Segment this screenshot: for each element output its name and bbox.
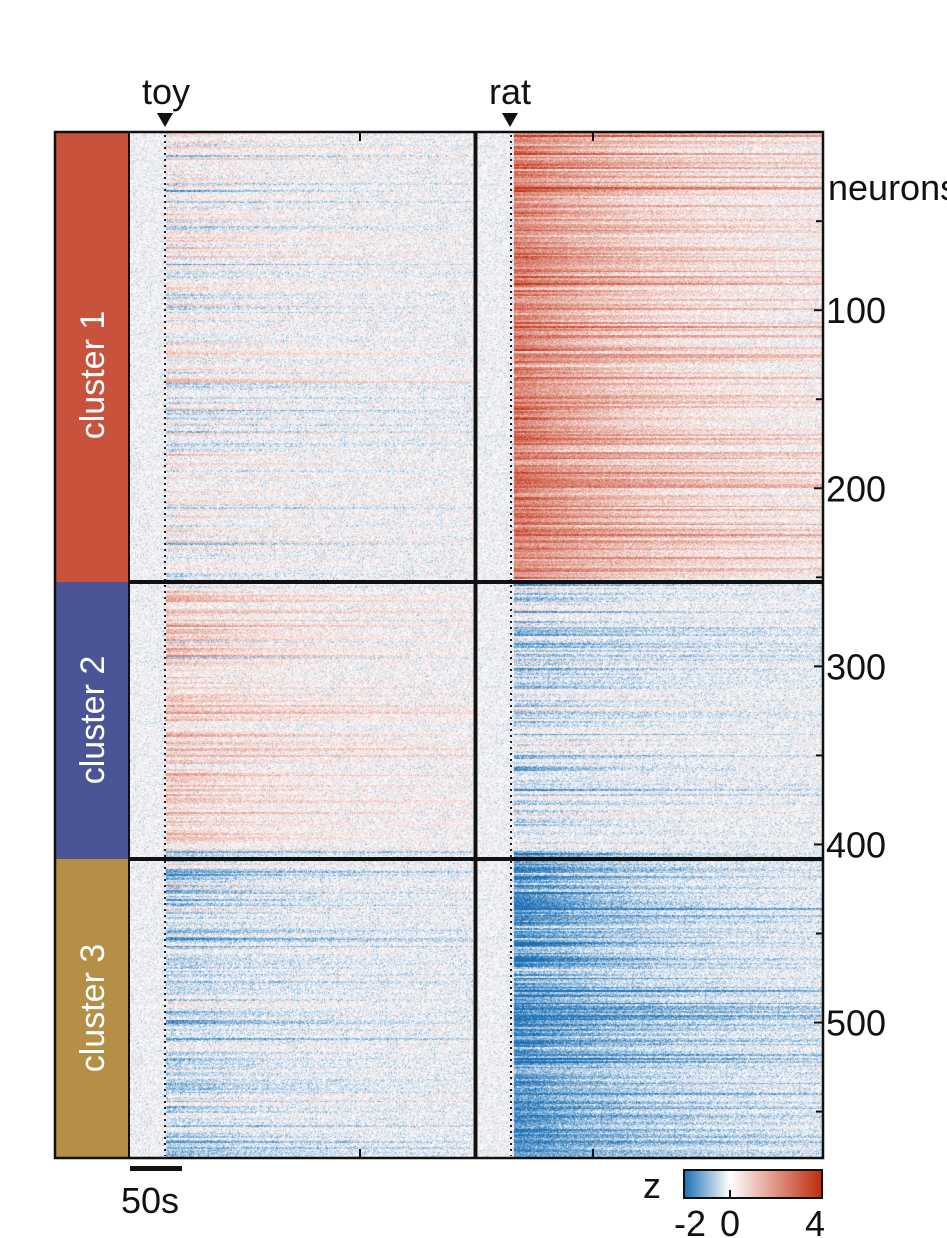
colorbar-tick-label-min: -2 [674,1203,706,1238]
y-tick-label: 400 [826,824,886,865]
rat-onset-marker [502,113,518,127]
cluster-1-label: cluster 1 [74,311,112,440]
y-tick-label: 100 [826,290,886,331]
y-tick-label: 500 [826,1003,886,1044]
stimulus-label-toy: toy [142,71,190,112]
y-tick-label: 200 [826,468,886,509]
colorbar-tick-label-zero: 0 [720,1203,740,1238]
y-axis-title: neurons [828,167,947,208]
colorbar-tick-label-max: 4 [805,1203,825,1238]
heatmap-rat [478,133,822,1157]
scale-bar [130,1166,182,1171]
cluster-1-bar [56,133,128,582]
colorbar-label: z [643,1165,661,1206]
colorbar [683,1169,823,1199]
toy-onset-marker [157,113,173,127]
outer-frame [53,130,825,1160]
stimulus-label-rat: rat [489,71,531,112]
cluster-2-bar [56,582,128,859]
heatmap-toy [130,133,473,1157]
heatmap-toy-container [130,133,473,1157]
cluster-2-label: cluster 2 [74,656,112,785]
cluster-3-label: cluster 3 [74,944,112,1073]
scale-bar-label: 50s [121,1180,179,1221]
cluster-3-bar [56,859,128,1157]
y-axis: 100 200 300 400 500 [814,220,886,1113]
cluster-bars: cluster 1 cluster 2 cluster 3 [56,133,128,1157]
y-tick-label: 300 [826,646,886,687]
heatmap-rat-container [478,133,822,1157]
